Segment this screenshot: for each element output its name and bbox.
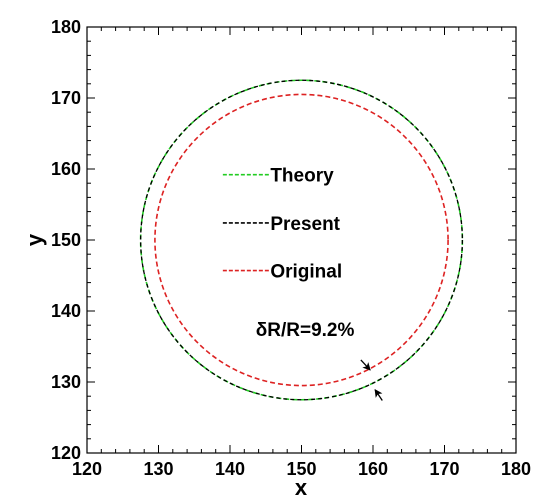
annotation-text: δR/R=9.2% <box>256 320 355 341</box>
x-tick-label: 120 <box>72 459 102 479</box>
axis-ticks <box>86 26 517 454</box>
x-tick-label: 180 <box>501 459 531 479</box>
y-tick-label: 140 <box>51 301 81 321</box>
x-tick-label: 160 <box>358 459 388 479</box>
arrow-group <box>360 359 383 401</box>
x-axis-title: x <box>295 475 308 500</box>
x-tick-label: 150 <box>286 459 316 479</box>
y-axis-title: y <box>22 233 47 246</box>
legend: Theory Present Original <box>222 166 342 283</box>
series-present-circle <box>139 79 464 401</box>
y-tick-label: 160 <box>51 159 81 179</box>
y-tick-label: 150 <box>51 230 81 250</box>
legend-label-present: Present <box>270 214 340 235</box>
annotation-arrow <box>360 359 371 371</box>
series-original-circle <box>154 93 449 387</box>
y-tick-label: 180 <box>51 17 81 37</box>
x-tick-label: 170 <box>429 459 459 479</box>
tick-labels: 120 130 140 150 160 170 180 120 130 140 150 160 170 1… <box>51 17 531 479</box>
y-tick-label: 130 <box>51 372 81 392</box>
y-tick-label: 120 <box>51 443 81 463</box>
legend-label-theory: Theory <box>270 166 334 187</box>
x-tick-label: 140 <box>215 459 245 479</box>
legend-label-original: Original <box>270 262 342 283</box>
y-tick-label: 170 <box>51 88 81 108</box>
series-group <box>139 79 464 401</box>
plot-frame <box>86 26 517 454</box>
annotation-group: δR/R=9.2% <box>256 320 355 341</box>
series-theory-circle <box>139 79 464 401</box>
x-tick-label: 130 <box>143 459 173 479</box>
annotation-arrow <box>374 388 383 401</box>
